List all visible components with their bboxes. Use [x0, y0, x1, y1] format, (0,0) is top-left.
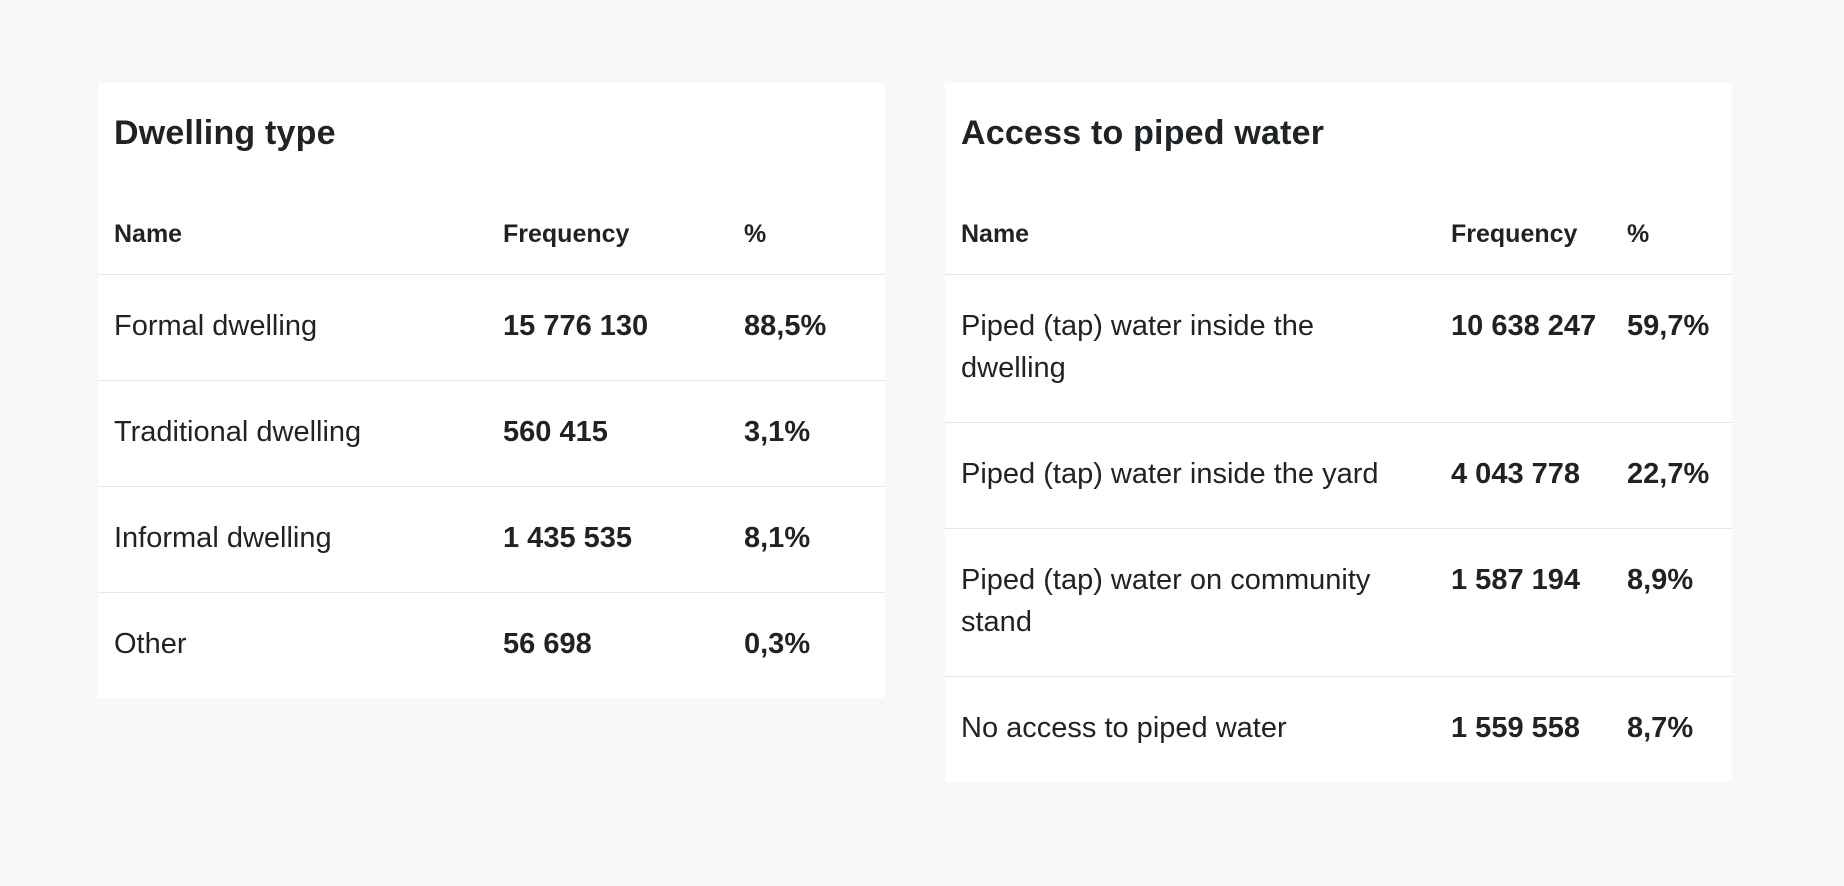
piped-water-card: Access to piped water Name Frequency % P… — [945, 83, 1732, 782]
dwelling-type-title: Dwelling type — [114, 114, 336, 152]
piped-water-title: Access to piped water — [961, 114, 1325, 152]
column-header-percent: % — [1615, 216, 1732, 275]
row-name: Informal dwelling — [98, 486, 487, 593]
row-frequency: 1 587 194 — [1439, 528, 1615, 677]
table-header-row: Name Frequency % — [945, 216, 1732, 275]
row-name: Piped (tap) water inside the yard — [945, 422, 1439, 529]
piped-water-table: Name Frequency % Piped (tap) water insid… — [945, 216, 1732, 782]
column-header-frequency: Frequency — [487, 216, 728, 275]
table-row: Other 56 698 0,3% — [98, 592, 885, 698]
table-row: Formal dwelling 15 776 130 88,5% — [98, 274, 885, 381]
table-header-row: Name Frequency % — [98, 216, 885, 275]
row-name: Piped (tap) water on community stand — [945, 528, 1439, 677]
table-row: Piped (tap) water inside the dwelling 10… — [945, 274, 1732, 423]
column-header-name: Name — [98, 216, 487, 275]
row-percent: 59,7% — [1615, 274, 1732, 423]
row-percent: 0,3% — [744, 627, 811, 660]
row-percent: 3,1% — [728, 380, 885, 487]
table-row: Informal dwelling 1 435 535 8,1% — [98, 486, 885, 593]
row-frequency: 15 776 130 — [487, 274, 728, 381]
table-row: Piped (tap) water on community stand 1 5… — [945, 528, 1732, 677]
column-header-percent: % — [728, 216, 885, 275]
row-percent: 8,1% — [728, 486, 885, 593]
column-header-name: Name — [945, 216, 1439, 275]
dwelling-type-table: Name Frequency % Formal dwelling 15 776 … — [98, 216, 885, 698]
row-name: No access to piped water — [961, 711, 1287, 744]
column-header-frequency: Frequency — [1439, 216, 1615, 275]
row-frequency: 10 638 247 — [1439, 274, 1615, 423]
table-row: Traditional dwelling 560 415 3,1% — [98, 380, 885, 487]
row-name: Piped (tap) water inside the dwelling — [945, 274, 1439, 423]
row-percent: 22,7% — [1615, 422, 1732, 529]
dwelling-type-card: Dwelling type Name Frequency % Formal dw… — [98, 83, 885, 698]
table-row: Piped (tap) water inside the yard 4 043 … — [945, 422, 1732, 529]
row-frequency: 56 698 — [503, 627, 592, 660]
table-row: No access to piped water 1 559 558 8,7% — [945, 676, 1732, 782]
row-frequency: 1 559 558 — [1451, 711, 1581, 744]
row-frequency: 4 043 778 — [1439, 422, 1615, 529]
row-percent: 8,7% — [1627, 711, 1694, 744]
row-name: Traditional dwelling — [98, 380, 487, 487]
row-frequency: 560 415 — [487, 380, 728, 487]
row-frequency: 1 435 535 — [487, 486, 728, 593]
row-name: Formal dwelling — [98, 274, 487, 381]
row-percent: 8,9% — [1615, 528, 1732, 677]
row-name: Other — [114, 627, 187, 660]
row-percent: 88,5% — [728, 274, 885, 381]
